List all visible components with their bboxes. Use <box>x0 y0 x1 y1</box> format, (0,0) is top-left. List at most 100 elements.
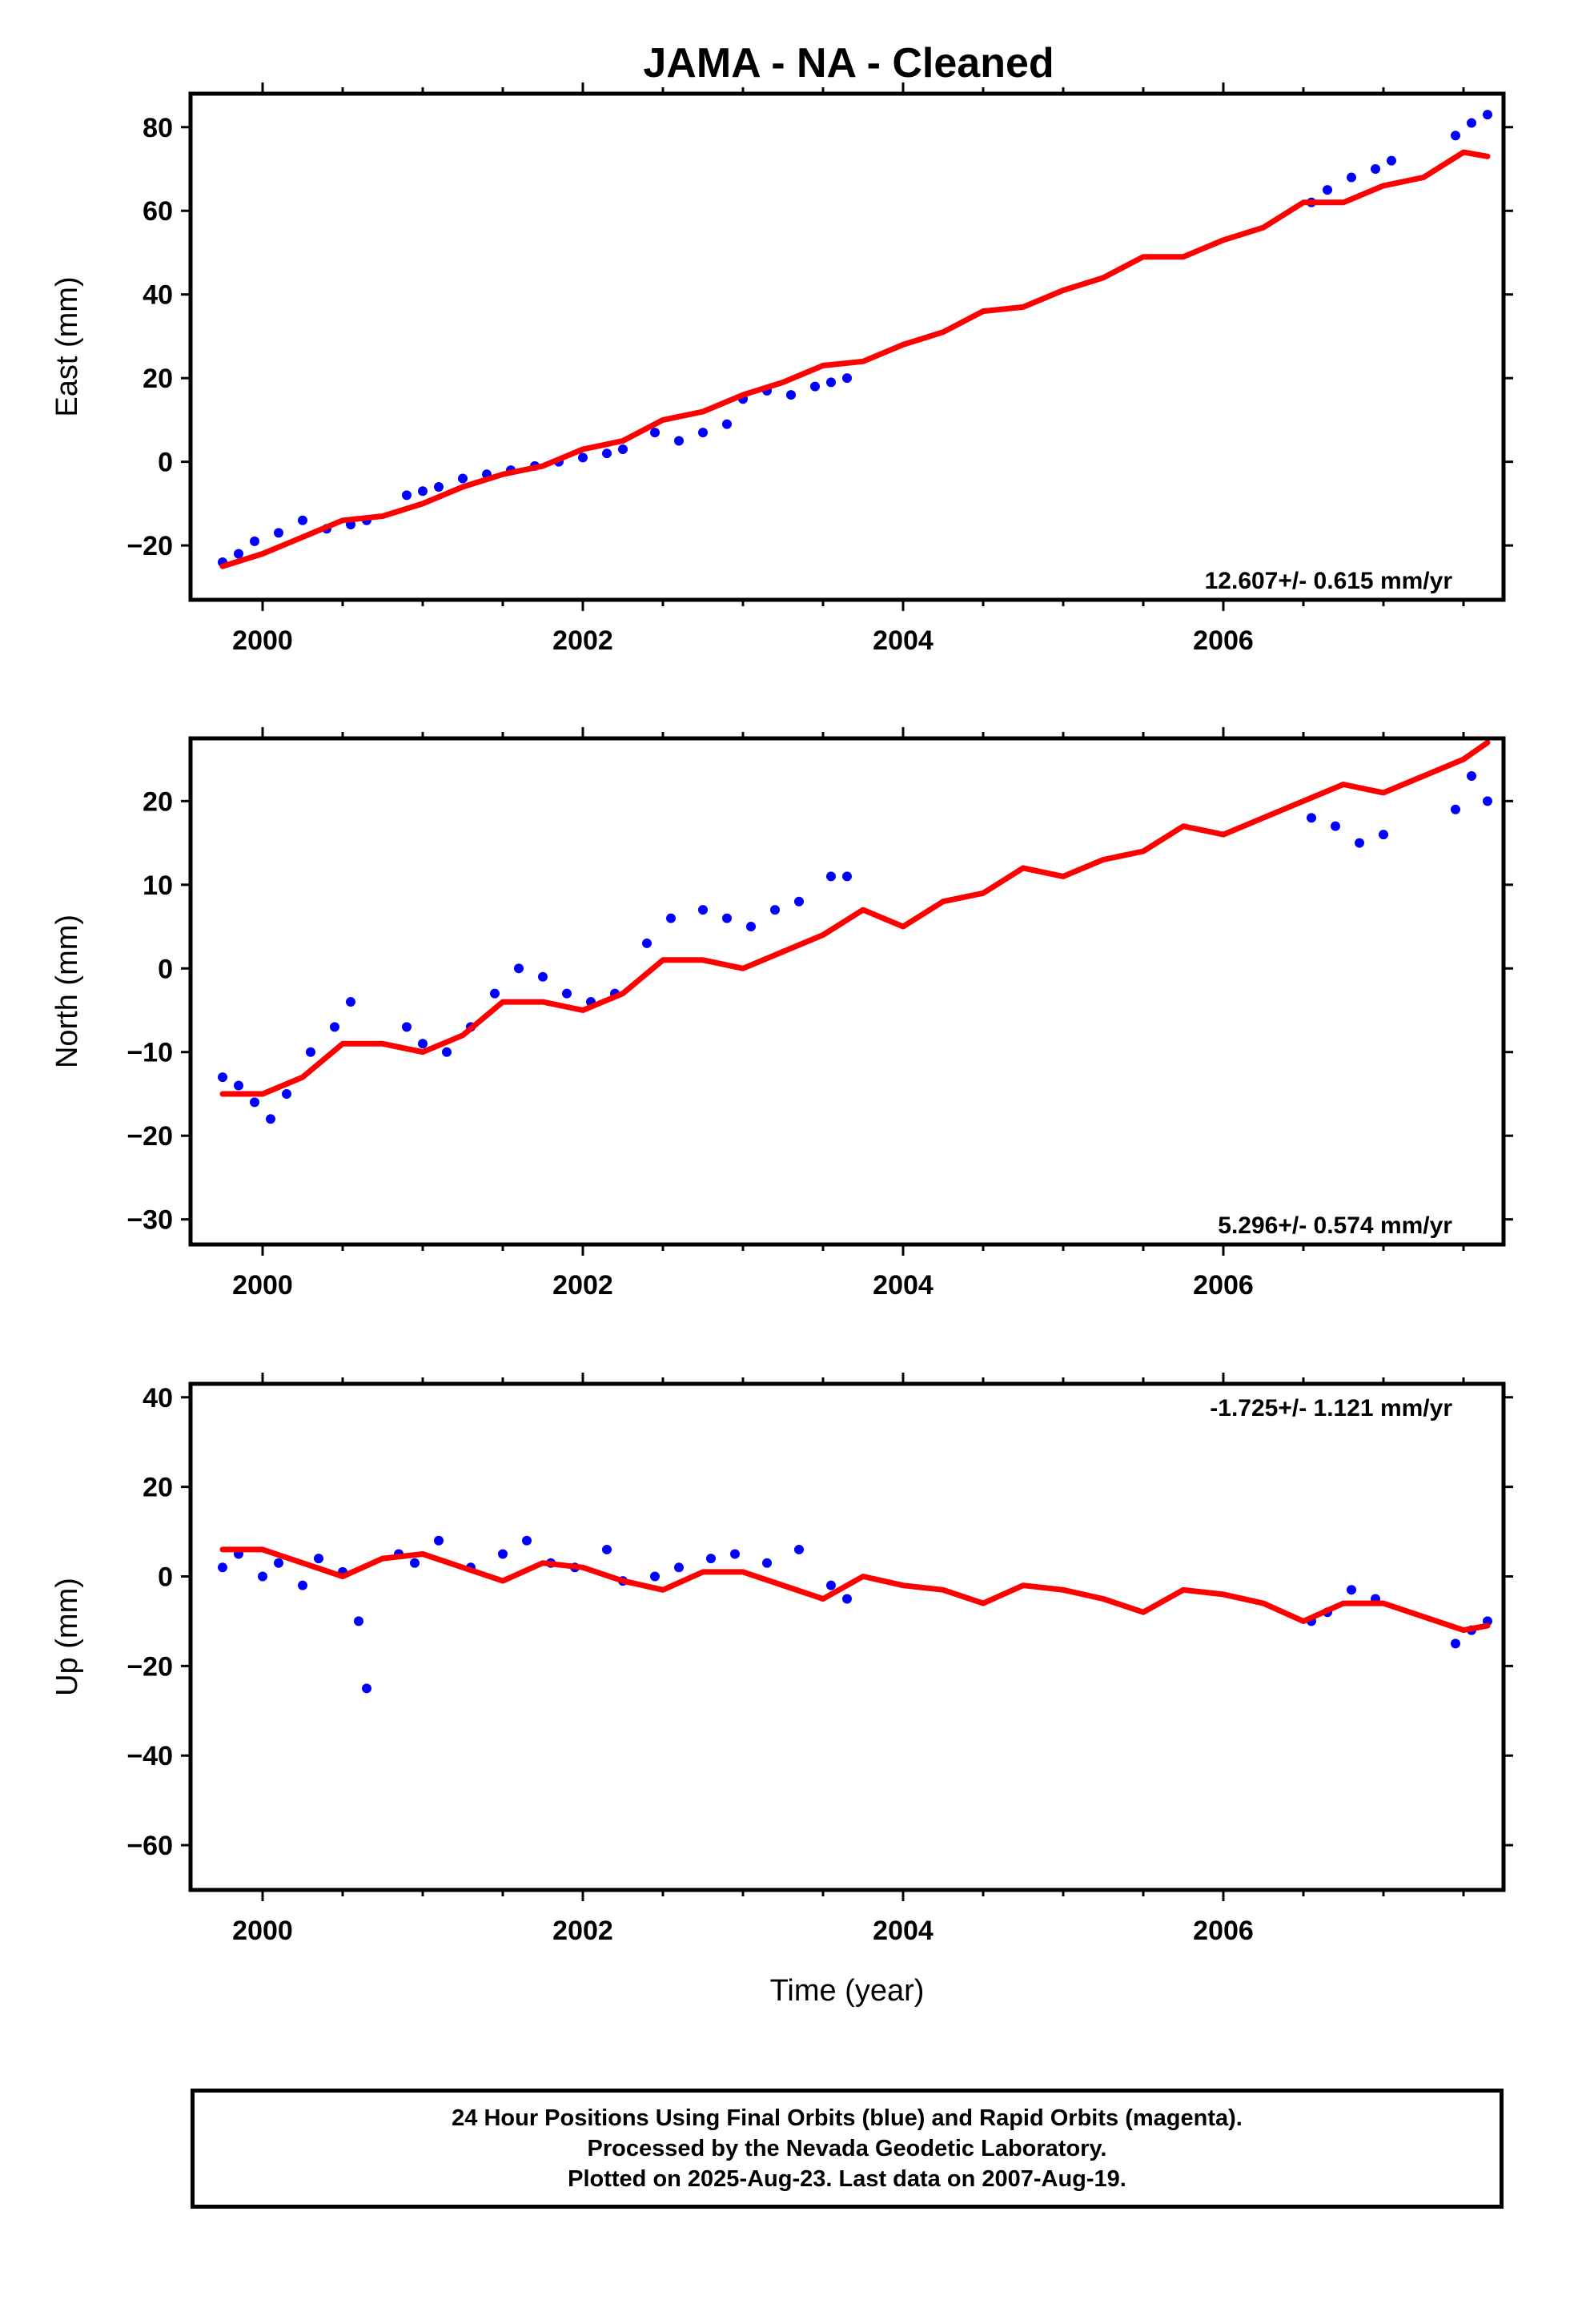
data-point <box>706 1554 716 1564</box>
y-axis-label: East (mm) <box>50 276 84 416</box>
data-point <box>266 1114 275 1124</box>
data-point <box>458 473 468 484</box>
data-point <box>1483 110 1492 120</box>
data-point <box>770 905 780 915</box>
data-point <box>418 1039 428 1049</box>
y-tick-label: 40 <box>143 280 173 311</box>
y-tick-label: 40 <box>143 1383 173 1413</box>
y-axis-label: North (mm) <box>50 915 84 1068</box>
data-point <box>826 871 836 882</box>
data-point <box>402 490 412 501</box>
data-point <box>642 938 652 948</box>
data-point <box>538 971 548 982</box>
data-point <box>1483 796 1492 806</box>
data-point <box>1307 813 1316 823</box>
rate-annotation: 5.296+/- 0.574 mm/yr <box>1218 1212 1452 1239</box>
data-point <box>298 1580 307 1590</box>
data-point <box>522 1535 532 1546</box>
x-tick-label: 2004 <box>873 1270 934 1301</box>
x-tick-label: 2004 <box>873 625 934 656</box>
data-point <box>1467 118 1476 128</box>
x-tick-label: 2006 <box>1193 1270 1254 1301</box>
x-tick-label: 2000 <box>232 625 293 656</box>
y-tick-label: −40 <box>126 1741 173 1771</box>
x-tick-label: 2000 <box>232 1270 293 1301</box>
data-point <box>218 1072 227 1083</box>
data-point <box>274 1558 283 1568</box>
data-point <box>418 486 428 497</box>
rate-annotation: 12.607+/- 0.615 mm/yr <box>1205 568 1453 594</box>
data-point <box>434 1535 444 1546</box>
data-point <box>786 390 796 400</box>
model-line <box>219 1546 1491 1634</box>
y-tick-label: 10 <box>143 870 173 901</box>
model-line <box>219 149 1491 569</box>
data-point <box>362 1683 371 1694</box>
x-tick-label: 2002 <box>552 625 613 656</box>
y-tick-label: 20 <box>143 364 173 394</box>
plot-area <box>218 1535 1492 1694</box>
x-tick-label: 2002 <box>552 1270 613 1301</box>
y-axis-label: Up (mm) <box>50 1578 84 1696</box>
data-point <box>514 963 524 974</box>
data-point <box>1323 185 1332 195</box>
data-point <box>1355 838 1364 848</box>
data-point <box>722 913 732 923</box>
data-point <box>274 528 283 538</box>
data-point <box>1331 821 1340 831</box>
y-tick-label: −10 <box>126 1038 173 1068</box>
data-point <box>810 381 820 392</box>
data-point <box>842 373 852 384</box>
north-panel: −30 −20 −10 0 10 20 2000 2002 2004 2006 North (mm)… <box>50 727 1513 1301</box>
data-point <box>298 515 307 525</box>
chart-title: JAMA - NA - Cleaned <box>643 40 1054 86</box>
footer-line-plotted: Plotted on 2025-Aug-23. Last data on 200… <box>568 2166 1126 2192</box>
east-panel: −20 0 20 40 60 80 2000 2002 2004 2006 East (mm) 12.… <box>50 82 1513 656</box>
data-point <box>1379 830 1388 840</box>
data-point <box>234 549 243 559</box>
data-point <box>1387 155 1396 166</box>
plot-area <box>218 739 1492 1124</box>
data-point <box>1451 804 1460 814</box>
data-point <box>698 428 708 438</box>
data-point <box>498 1549 508 1559</box>
data-point <box>602 448 612 459</box>
data-point <box>490 988 500 999</box>
data-point <box>1347 172 1356 183</box>
x-tick-label: 2002 <box>552 1916 613 1946</box>
y-tick-label: 80 <box>143 113 173 143</box>
plot-frame <box>188 736 1506 1247</box>
plot-frame <box>188 91 1506 602</box>
y-tick-label: −20 <box>126 1651 173 1682</box>
footer-line-orbits: 24 Hour Positions Using Final Orbits (bl… <box>452 2105 1243 2131</box>
data-point <box>602 1544 612 1554</box>
data-point <box>562 988 572 999</box>
y-tick-label: −20 <box>126 531 173 561</box>
x-tick-label: 2006 <box>1193 625 1254 656</box>
x-tick-label: 2004 <box>873 1916 934 1946</box>
data-point <box>1347 1585 1356 1595</box>
y-tick-label: 60 <box>143 196 173 227</box>
data-point <box>794 896 804 907</box>
data-point <box>250 536 259 546</box>
data-point <box>842 1594 852 1604</box>
data-point <box>826 1580 836 1590</box>
data-point <box>842 871 852 882</box>
data-point <box>1451 1638 1460 1649</box>
data-point <box>1371 164 1380 175</box>
y-tick-label: 0 <box>158 954 173 984</box>
data-point <box>650 428 660 438</box>
data-point <box>730 1549 740 1559</box>
data-point <box>354 1616 363 1626</box>
plot-area <box>218 110 1492 569</box>
y-tick-label: 0 <box>158 448 173 478</box>
data-point <box>674 436 684 446</box>
data-point <box>1451 131 1460 141</box>
data-point <box>314 1554 323 1564</box>
data-point <box>250 1097 259 1108</box>
data-point <box>346 997 355 1007</box>
data-point <box>722 419 732 429</box>
data-point <box>234 1080 243 1091</box>
data-point <box>618 444 628 454</box>
